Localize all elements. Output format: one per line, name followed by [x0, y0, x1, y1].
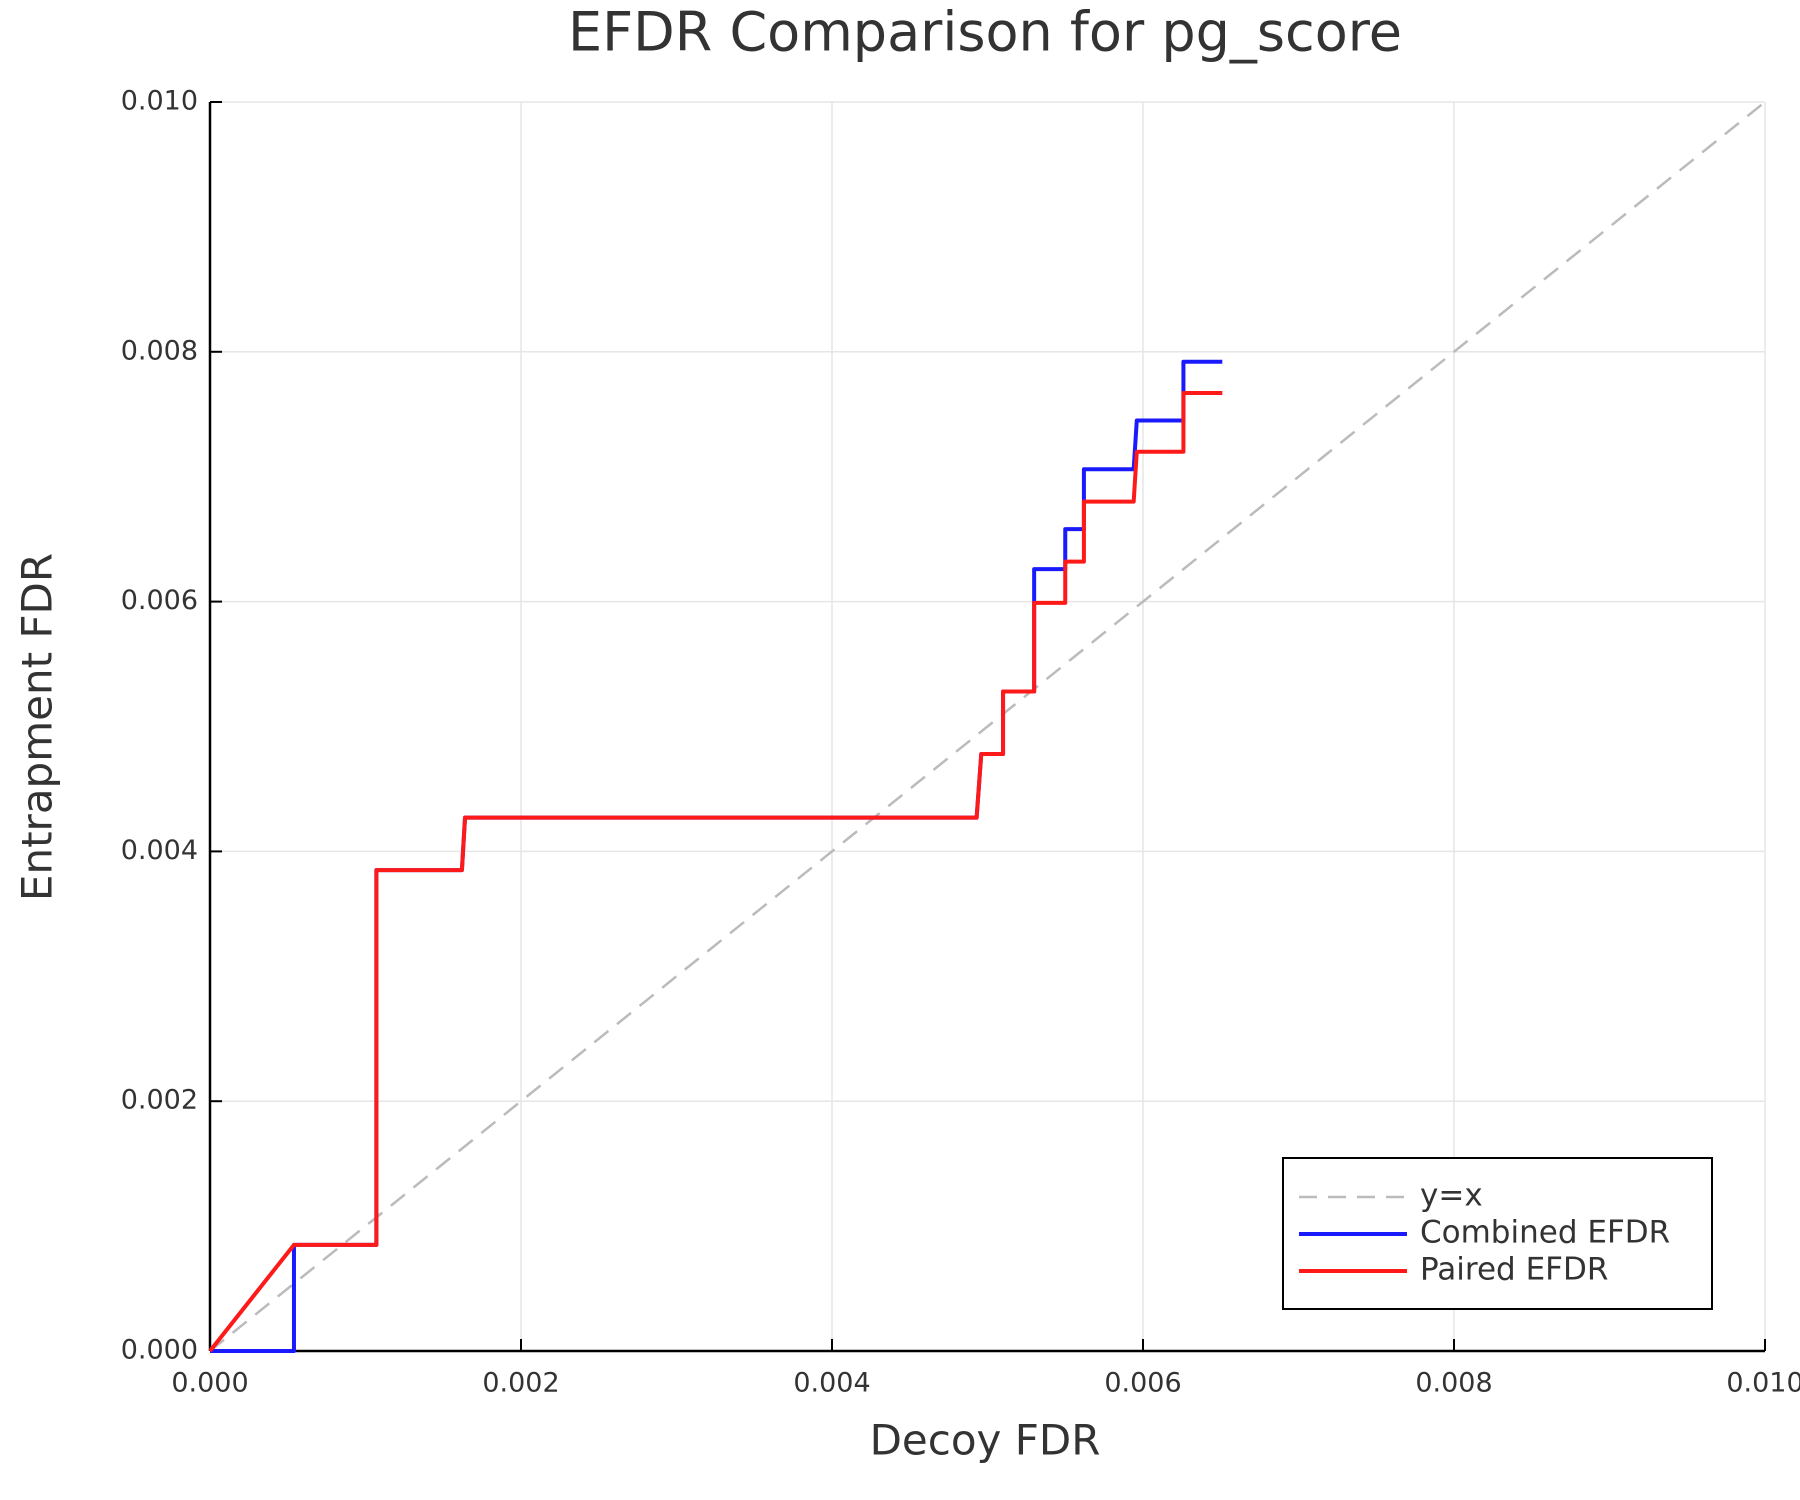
series-line: [209, 101, 1766, 1352]
series-line: [208, 391, 1223, 1353]
x-tick-label: 0.004: [793, 1368, 870, 1399]
x-tick-label: 0.000: [171, 1368, 248, 1399]
y-tick-label: 0.010: [121, 86, 198, 117]
y-tick-label: 0.008: [121, 335, 198, 366]
legend-label: y=x: [1420, 1178, 1483, 1214]
y-tick-label: 0.006: [121, 585, 198, 616]
y-tick-label: 0.004: [121, 835, 198, 866]
series-line: [210, 359, 1223, 1353]
x-tick-label: 0.010: [1726, 1368, 1800, 1399]
legend-label: Combined EFDR: [1420, 1215, 1670, 1251]
x-tick-label: 0.008: [1415, 1368, 1492, 1399]
y-tick-label: 0.002: [121, 1085, 198, 1116]
y-axis-label: Entrapment FDR: [13, 553, 62, 901]
chart-title: EFDR Comparison for pg_score: [568, 1, 1402, 64]
legend-label: Paired EFDR: [1420, 1252, 1608, 1288]
y-tick-label: 0.000: [121, 1335, 198, 1366]
x-tick-label: 0.006: [1104, 1368, 1181, 1399]
x-axis-label: Decoy FDR: [870, 1416, 1101, 1465]
x-tick-label: 0.002: [482, 1368, 559, 1399]
